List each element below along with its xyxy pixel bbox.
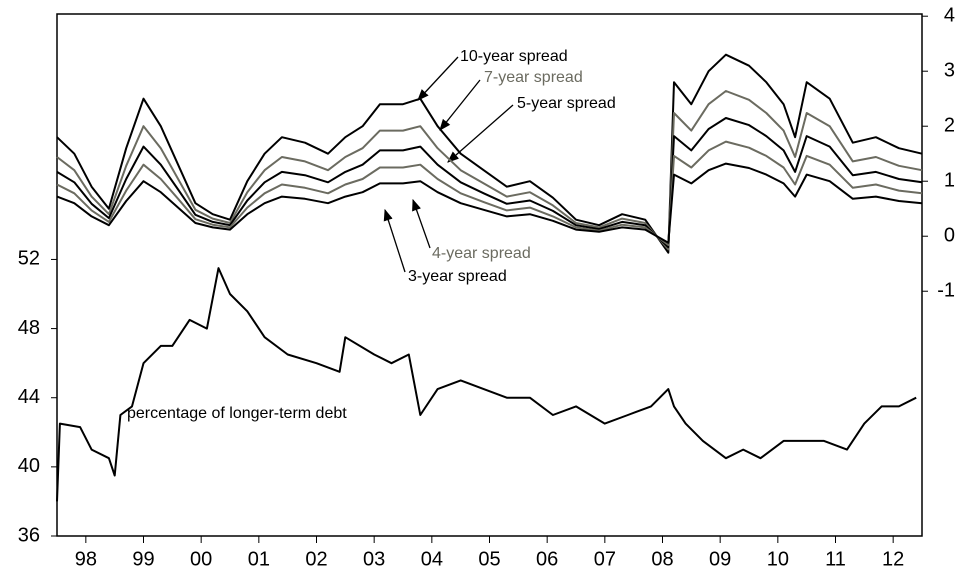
- series-line: [56, 140, 923, 246]
- y2-tick-label: 1: [944, 169, 955, 191]
- x-tick-label: 98: [75, 548, 97, 570]
- x-tick-label: 01: [248, 548, 270, 570]
- x-tick-label: 05: [478, 548, 500, 570]
- series-label: percentage of longer-term debt: [127, 405, 347, 422]
- series-label: 4-year spread: [432, 245, 531, 262]
- y2-tick-label: 3: [944, 59, 955, 81]
- x-tick-label: 08: [651, 548, 673, 570]
- y2-tick-label: 4: [944, 4, 955, 26]
- y-tick-label: 48: [18, 317, 40, 339]
- x-tick-label: 02: [305, 548, 327, 570]
- y2-tick-label: -1: [937, 280, 955, 302]
- x-tick-label: 04: [421, 548, 443, 570]
- x-tick-label: 99: [132, 548, 154, 570]
- y2-tick-label: 2: [944, 114, 955, 136]
- series-label: 5-year spread: [517, 95, 616, 112]
- y-tick-label: 40: [18, 455, 40, 477]
- x-tick-label: 06: [536, 548, 558, 570]
- series-label: 10-year spread: [460, 48, 568, 65]
- series-label: 3-year spread: [408, 268, 507, 285]
- annotation-arrows: [383, 56, 514, 273]
- x-tick-label: 12: [882, 548, 904, 570]
- x-tick-label: 10: [767, 548, 789, 570]
- y-tick-label: 36: [18, 524, 40, 546]
- series-line: [56, 90, 923, 251]
- series-line: [56, 117, 923, 249]
- series-line: [56, 53, 923, 254]
- x-tick-label: 09: [709, 548, 731, 570]
- y2-tick-label: 0: [944, 225, 955, 247]
- y-tick-label: 52: [18, 248, 40, 270]
- y-tick-label: 44: [18, 386, 40, 408]
- x-tick-label: 11: [825, 548, 846, 570]
- x-tick-label: 07: [594, 548, 616, 570]
- x-tick-label: 03: [363, 548, 385, 570]
- series-line: [56, 267, 917, 502]
- x-tick-label: 00: [190, 548, 212, 570]
- series-label: 7-year spread: [484, 69, 583, 86]
- series-line: [56, 162, 923, 244]
